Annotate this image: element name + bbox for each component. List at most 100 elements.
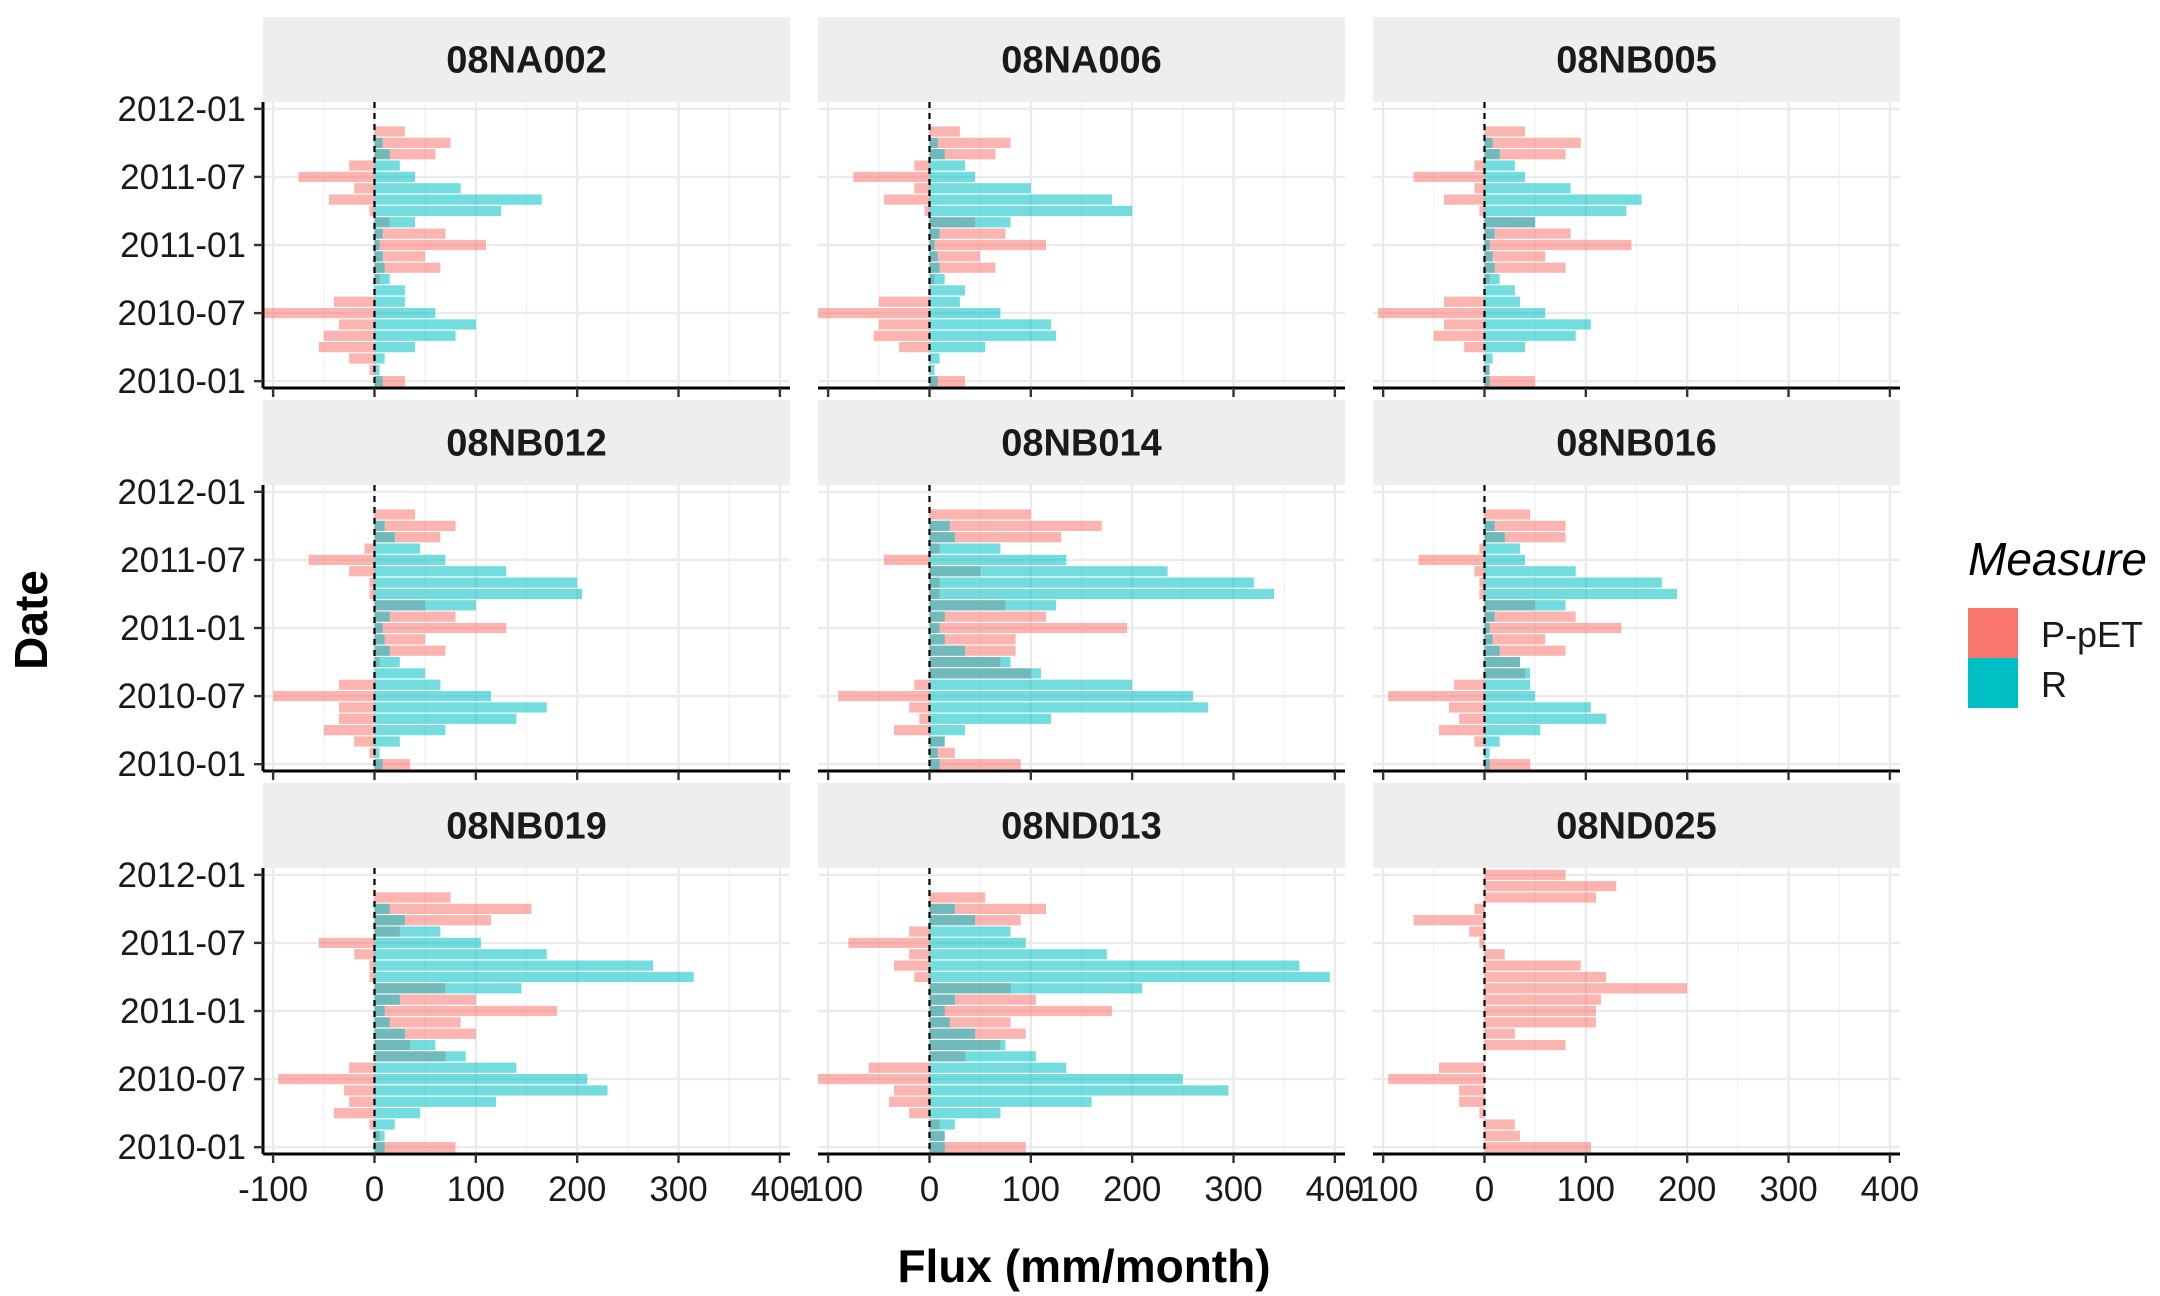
bar-p-pet	[1459, 1085, 1485, 1096]
bar-r	[929, 353, 940, 364]
panel-title: 08ND013	[1001, 806, 1162, 848]
bar-r	[374, 1062, 517, 1073]
bar-p-pet	[273, 690, 375, 702]
x-tick-label: 300	[649, 1170, 707, 1209]
x-tick-label: 100	[447, 1170, 505, 1209]
y-tick-label: 2010-01	[118, 362, 246, 401]
bar-r	[929, 656, 1011, 668]
bar-r	[1484, 668, 1531, 679]
bar-p-pet	[1443, 319, 1485, 330]
bar-r	[929, 239, 935, 251]
bar-p-pet	[339, 702, 375, 713]
bar-p-pet	[878, 296, 930, 307]
bar-p-pet	[354, 183, 375, 194]
bar-r	[374, 1005, 385, 1017]
bar-p-pet	[263, 307, 375, 319]
bar-p-pet	[1484, 892, 1596, 903]
bar-r	[374, 713, 517, 724]
bar-p-pet	[1479, 937, 1485, 949]
bar-p-pet	[1484, 251, 1546, 262]
bar-r	[374, 588, 583, 600]
bar-r	[929, 634, 945, 645]
bar-r	[374, 1119, 395, 1130]
bar-p-pet	[374, 1028, 476, 1039]
x-tick-label: 200	[1658, 1170, 1716, 1209]
bar-r	[374, 228, 383, 239]
bar-p-pet	[929, 645, 1016, 656]
bar-r	[929, 1039, 1006, 1051]
bar-r	[374, 1085, 608, 1096]
bar-r	[374, 937, 481, 949]
bar-r	[929, 205, 1133, 217]
bar-p-pet	[914, 971, 930, 983]
bar-r	[374, 239, 380, 251]
bar-r	[929, 1096, 1092, 1107]
bar-r	[929, 1051, 1036, 1062]
bar-r	[374, 532, 395, 543]
bar-p-pet	[914, 160, 930, 171]
bar-r	[929, 1062, 1067, 1073]
bar-p-pet	[929, 611, 1047, 622]
bar-p-pet	[919, 713, 930, 724]
bar-p-pet	[374, 376, 405, 387]
panel-title: 08NA002	[446, 40, 607, 82]
bar-r	[929, 149, 945, 160]
y-tick-label: 2012-01	[118, 856, 246, 895]
bar-p-pet	[374, 126, 405, 137]
bar-r	[374, 1039, 436, 1051]
bar-r	[929, 725, 965, 736]
bar-p-pet	[354, 949, 375, 960]
bar-p-pet	[894, 725, 930, 736]
bar-p-pet	[1484, 262, 1566, 273]
bar-r	[929, 307, 1001, 319]
bar-p-pet	[929, 1005, 1112, 1017]
bar-p-pet	[1484, 1119, 1515, 1130]
bar-p-pet	[374, 1005, 557, 1017]
bar-p-pet	[929, 622, 1128, 634]
x-tick-label: 400	[1861, 1170, 1919, 1209]
bar-p-pet	[374, 634, 426, 645]
bar-p-pet	[1413, 915, 1485, 926]
bar-p-pet	[374, 622, 507, 634]
panel-title: 08NA006	[1001, 40, 1162, 82]
bar-p-pet	[929, 251, 981, 262]
bar-r	[374, 251, 383, 262]
x-tick-label: 0	[920, 1170, 939, 1209]
panel-08nb005: 08NB005	[1373, 17, 1900, 397]
bar-p-pet	[1484, 949, 1505, 960]
bar-r	[1484, 656, 1520, 668]
bar-r	[929, 690, 1193, 702]
bar-p-pet	[1454, 679, 1485, 690]
bar-p-pet	[369, 364, 375, 375]
y-tick-label: 2010-01	[118, 1128, 246, 1167]
bar-p-pet	[333, 1108, 375, 1119]
x-axis-title: Flux (mm/month)	[897, 1240, 1270, 1292]
bar-p-pet	[374, 915, 492, 926]
bar-r	[374, 759, 383, 770]
x-tick-label: 0	[365, 1170, 384, 1209]
bar-p-pet	[868, 1062, 930, 1073]
bar-r	[1484, 239, 1490, 251]
bar-r	[929, 330, 1057, 341]
bar-r	[374, 645, 390, 656]
panel-08nb014: 08NB014	[818, 400, 1345, 780]
bar-p-pet	[1484, 645, 1566, 656]
bar-p-pet	[349, 566, 375, 577]
bar-p-pet	[1484, 532, 1566, 543]
bar-r	[374, 949, 547, 960]
bar-p-pet	[318, 342, 375, 353]
bar-r	[374, 171, 416, 183]
bar-p-pet	[374, 532, 441, 543]
bar-r	[374, 725, 446, 736]
panel-title: 08NB012	[446, 423, 607, 465]
bar-r	[1484, 543, 1520, 554]
bar-r	[374, 285, 405, 296]
bar-r	[374, 307, 436, 319]
bar-p-pet	[374, 611, 456, 622]
bar-r	[1484, 205, 1627, 217]
bar-p-pet	[924, 205, 930, 217]
bar-p-pet	[929, 509, 1031, 520]
bar-p-pet	[369, 577, 375, 588]
bar-r	[374, 262, 385, 273]
bar-r	[929, 702, 1209, 713]
